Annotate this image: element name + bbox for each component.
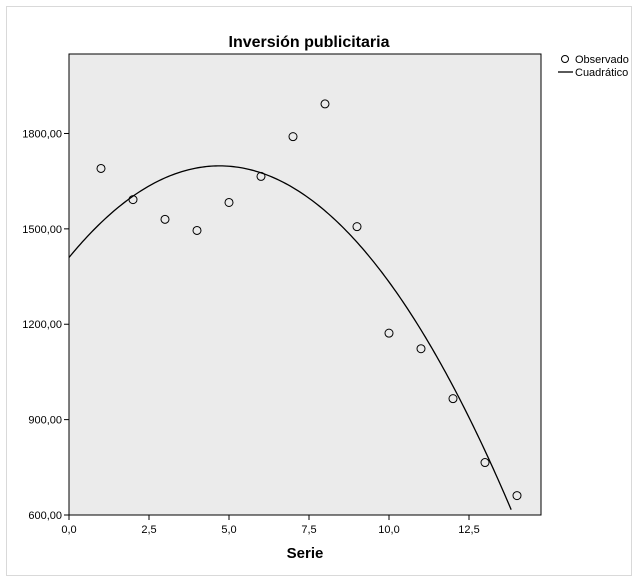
observed-point — [128, 195, 138, 205]
legend-quadratic-label: Cuadrático — [575, 67, 628, 79]
observed-point — [160, 214, 170, 224]
x-axis-title: Serie — [287, 545, 324, 562]
x-tick-label: 5,0 — [221, 524, 236, 536]
y-tick-label: 1500,00 — [22, 224, 62, 236]
observed-point — [256, 171, 266, 181]
chart-svg: Inversión publicitaria 600,00 900,00 1200,… — [22, 34, 629, 562]
legend-observed-marker — [561, 55, 569, 63]
x-tick-label: 2,5 — [141, 524, 156, 536]
x-tick-label: 10,0 — [378, 524, 399, 536]
chart-title: Inversión publicitaria — [229, 34, 390, 51]
x-tick-label: 0,0 — [61, 524, 76, 536]
y-tick-label: 1200,00 — [22, 319, 62, 331]
fit-curve-layer — [68, 165, 512, 510]
x-axis-ticks: 0,0 2,5 5,0 7,5 10,0 12,5 — [61, 515, 480, 536]
x-tick-label: 12,5 — [458, 524, 479, 536]
legend: Observado Cuadrático — [558, 54, 629, 79]
legend-observed-label: Observado — [575, 54, 629, 66]
observed-point — [224, 197, 234, 207]
y-tick-label: 900,00 — [28, 415, 62, 427]
observed-point — [352, 222, 362, 232]
y-tick-label: 600,00 — [28, 510, 62, 522]
x-tick-label: 7,5 — [301, 524, 316, 536]
observed-point — [512, 491, 522, 501]
observed-point — [480, 458, 490, 468]
observed-point — [384, 328, 394, 338]
observed-point — [320, 99, 330, 109]
y-tick-label: 1800,00 — [22, 128, 62, 140]
y-axis-ticks: 600,00 900,00 1200,00 1500,00 1800,00 — [22, 128, 69, 522]
observed-point — [416, 344, 426, 354]
observed-point — [96, 163, 106, 173]
observed-points-layer — [96, 99, 522, 501]
observed-point — [448, 394, 458, 404]
quadratic-fit-line — [68, 165, 512, 510]
observed-point — [288, 132, 298, 142]
plot-area — [68, 53, 542, 516]
chart-frame: Inversión publicitaria 600,00 900,00 1200,… — [6, 6, 632, 576]
observed-point — [192, 225, 202, 235]
